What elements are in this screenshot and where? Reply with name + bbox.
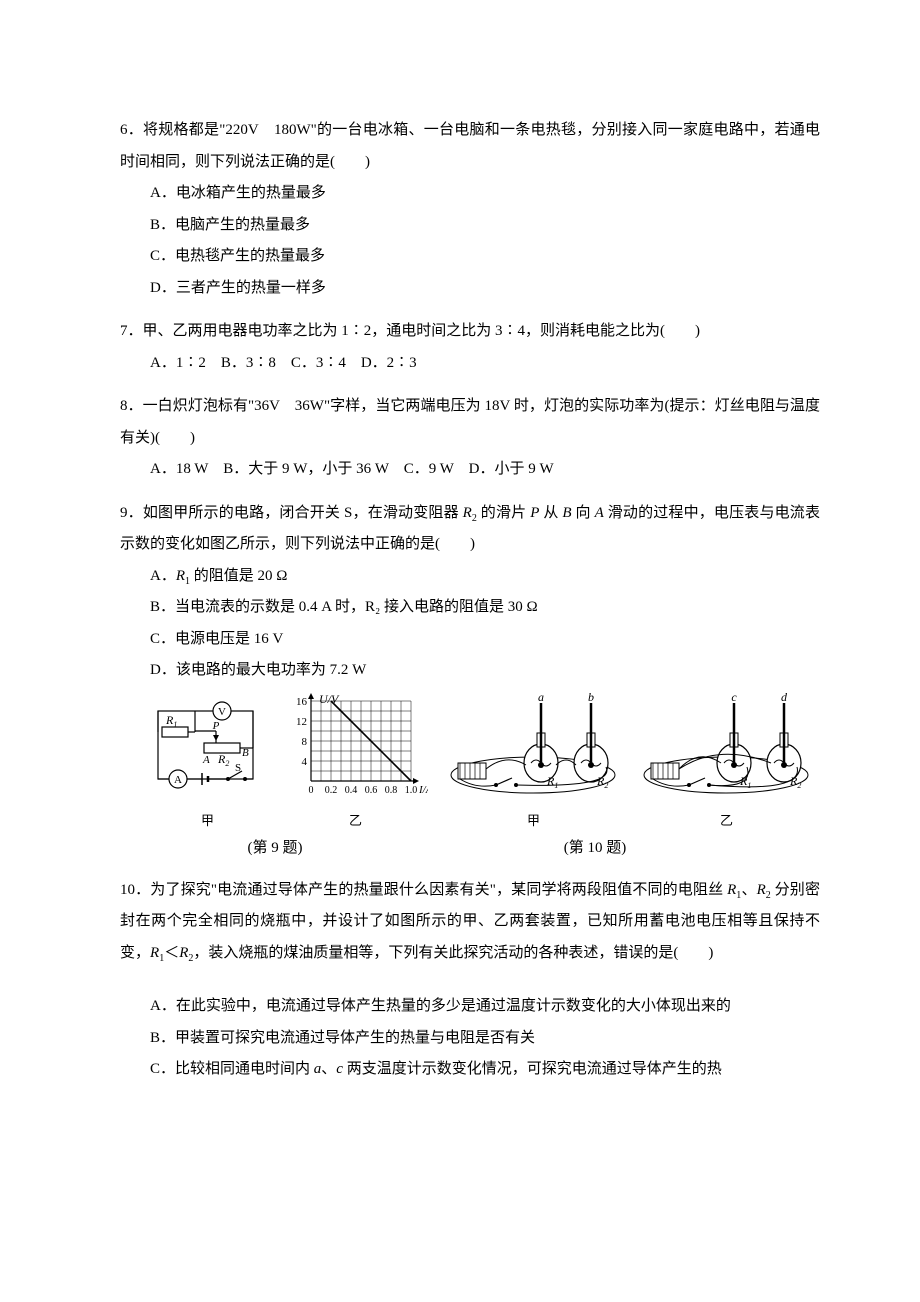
svg-text:d: d — [781, 693, 788, 704]
question-10: 10．为了探究"电流通过导体产生的热量跟什么因素有关"，某同学将两段阻值不同的电… — [120, 875, 820, 1086]
figure-captions: (第 9 题) (第 10 题) — [120, 833, 820, 863]
q6-opt-a: A．电冰箱产生的热量最多 — [120, 178, 820, 210]
svg-text:16: 16 — [296, 696, 308, 708]
q10-exp1-sub: 甲 — [446, 810, 621, 829]
q10-caption: (第 10 题) — [420, 833, 770, 863]
q8-stem: 8．一白炽灯泡标有"36V 36W"字样，当它两端电压为 18V 时，灯泡的实际… — [120, 391, 820, 454]
q6-stem: 6．将规格都是"220V 180W"的一台电冰箱、一台电脑和一条电热毯，分别接入… — [120, 115, 820, 178]
q10-p2: 、 — [741, 882, 756, 898]
q9-opt-d: D．该电路的最大电功率为 7.2 W — [120, 655, 820, 687]
q10c-mid: 、 — [321, 1061, 336, 1077]
svg-text:1.0: 1.0 — [405, 785, 418, 796]
svg-text:a: a — [538, 693, 544, 704]
q6-opt-d: D．三者产生的热量一样多 — [120, 273, 820, 305]
q9a-pre: A． — [150, 568, 176, 584]
q7-opts: A．1∶2 B．3∶8 C．3∶4 D．2∶3 — [120, 348, 820, 380]
svg-text:0: 0 — [309, 785, 314, 796]
svg-text:c: c — [731, 693, 737, 704]
q10-r1: R — [727, 882, 736, 898]
q10-r2: R — [757, 882, 766, 898]
svg-text:12: 12 — [296, 716, 307, 728]
svg-text:U/V: U/V — [319, 693, 340, 706]
svg-text:0.4: 0.4 — [345, 785, 358, 796]
q9-graph-box: U/V 4 8 12 16 0 0.2 0.4 0.6 0.8 1.0I/A 乙 — [283, 693, 428, 829]
q10-iq-r1: R — [150, 945, 159, 961]
q10-iq-r2: R — [179, 945, 188, 961]
q6-opt-c: C．电热毯产生的热量最多 — [120, 241, 820, 273]
q10-stem: 10．为了探究"电流通过导体产生的热量跟什么因素有关"，某同学将两段阻值不同的电… — [120, 875, 820, 970]
a-pt: A — [202, 754, 210, 766]
q9-opt-a: A．R1 的阻值是 20 Ω — [120, 561, 820, 593]
q7-stem-text: 甲、乙两用电器电功率之比为 1∶2，通电时间之比为 3∶4，则消耗电能之比为( … — [143, 323, 701, 339]
q9-p4: 向 — [572, 505, 595, 521]
svg-text:R1: R1 — [739, 774, 751, 790]
q10c-post: 两支温度计示数变化情况，可探究电流通过导体产生的热 — [343, 1061, 722, 1077]
q10-ineq: ＜ — [164, 945, 179, 961]
r2-label: R2 — [217, 752, 229, 768]
ammeter-label: A — [174, 774, 182, 786]
q10-exp2-svg: cR1dR2 — [639, 693, 814, 803]
q8-stem-text: 一白炽灯泡标有"36V 36W"字样，当它两端电压为 18V 时，灯泡的实际功率… — [120, 398, 820, 446]
q7-stem: 7．甲、乙两用电器电功率之比为 1∶2，通电时间之比为 3∶4，则消耗电能之比为… — [120, 316, 820, 348]
q10-exp1-svg: a R1 b R2 — [446, 693, 621, 803]
q9-num: 9． — [120, 505, 143, 521]
question-9: 9．如图甲所示的电路，闭合开关 S，在滑动变阻器 R2 的滑片 P 从 B 向 … — [120, 498, 820, 863]
q9-opt-c: C．电源电压是 16 V — [120, 624, 820, 656]
q9-figures: V R1 P A R2 B — [120, 693, 820, 829]
q6-opt-b: B．电脑产生的热量最多 — [120, 210, 820, 242]
q10-p4: ，装入烧瓶的煤油质量相等，下列有关此探究活动的各种表述，错误的是( ) — [193, 945, 713, 961]
q9-circuit-sub: 甲 — [150, 810, 265, 829]
switch-label: S — [235, 762, 241, 774]
q9-p3: 从 — [539, 505, 562, 521]
q8-opts: A．18 W B．大于 9 W，小于 36 W C．9 W D．小于 9 W — [120, 454, 820, 486]
q9-p1: 如图甲所示的电路，闭合开关 S，在滑动变阻器 — [143, 505, 463, 521]
q10-opt-a: A．在此实验中，电流通过导体产生热量的多少是通过温度计示数变化的大小体现出来的 — [120, 991, 820, 1023]
p-label: P — [212, 720, 220, 732]
svg-text:R1: R1 — [546, 774, 558, 790]
q10c-c: c — [336, 1061, 343, 1077]
q10-exp1-box: a R1 b R2 甲 — [446, 693, 621, 829]
q10-opt-b: B．甲装置可探究电流通过导体产生的热量与电阻是否有关 — [120, 1023, 820, 1055]
voltmeter-label: V — [218, 706, 226, 718]
q9-opt-b: B．当电流表的示数是 0.4 A 时，R₂ 接入电路的阻值是 30 Ω — [120, 592, 820, 624]
q10-exp2-sub: 乙 — [639, 810, 814, 829]
q9a-post: 的阻值是 20 Ω — [190, 568, 287, 584]
q9-stem: 9．如图甲所示的电路，闭合开关 S，在滑动变阻器 R2 的滑片 P 从 B 向 … — [120, 498, 820, 561]
q8-num: 8． — [120, 398, 143, 414]
question-8: 8．一白炽灯泡标有"36V 36W"字样，当它两端电压为 18V 时，灯泡的实际… — [120, 391, 820, 486]
q9-p2: 的滑片 — [477, 505, 530, 521]
r1-label: R1 — [165, 713, 177, 729]
q9-circuit-svg: V R1 P A R2 B — [150, 693, 265, 803]
q9a-r1: R — [176, 568, 185, 584]
q6-stem-text: 将规格都是"220V 180W"的一台电冰箱、一台电脑和一条电热毯，分别接入同一… — [120, 122, 820, 170]
svg-text:R2: R2 — [596, 774, 608, 790]
q9-caption: (第 9 题) — [150, 833, 400, 863]
q9-P: P — [530, 505, 539, 521]
svg-text:0.8: 0.8 — [385, 785, 398, 796]
q10-opt-c: C．比较相同通电时间内 a、c 两支温度计示数变化情况，可探究电流通过导体产生的… — [120, 1054, 820, 1086]
q9-graph-svg: U/V 4 8 12 16 0 0.2 0.4 0.6 0.8 1.0I/A — [283, 693, 428, 803]
q9-graph-sub: 乙 — [283, 810, 428, 829]
q9-A: A — [595, 505, 604, 521]
q9-B: B — [562, 505, 571, 521]
svg-text:0.6: 0.6 — [365, 785, 378, 796]
question-6: 6．将规格都是"220V 180W"的一台电冰箱、一台电脑和一条电热毯，分别接入… — [120, 115, 820, 304]
svg-text:b: b — [588, 693, 594, 704]
svg-text:4: 4 — [302, 756, 308, 768]
q6-num: 6． — [120, 122, 143, 138]
q10c-pre: C．比较相同通电时间内 — [150, 1061, 314, 1077]
q9-r2: R — [463, 505, 472, 521]
q9-circuit-box: V R1 P A R2 B — [150, 693, 265, 829]
svg-text:0.2: 0.2 — [325, 785, 338, 796]
svg-text:8: 8 — [302, 736, 308, 748]
q10-p1: 为了探究"电流通过导体产生的热量跟什么因素有关"，某同学将两段阻值不同的电阻丝 — [150, 882, 727, 898]
svg-text:I/A: I/A — [418, 784, 428, 796]
q7-num: 7． — [120, 323, 143, 339]
question-7: 7．甲、乙两用电器电功率之比为 1∶2，通电时间之比为 3∶4，则消耗电能之比为… — [120, 316, 820, 379]
q10-exp2-box: cR1dR2 乙 — [639, 693, 814, 829]
b-pt: B — [242, 747, 249, 759]
q10-num: 10． — [120, 882, 150, 898]
